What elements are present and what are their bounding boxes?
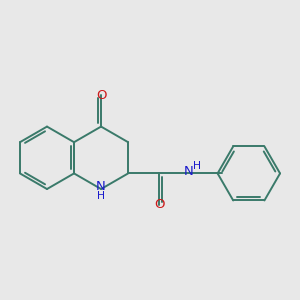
Text: N: N [184, 165, 194, 178]
Text: H: H [194, 160, 201, 171]
Text: N: N [96, 180, 106, 193]
Text: O: O [96, 89, 106, 102]
Text: H: H [97, 191, 105, 201]
Text: O: O [154, 198, 165, 211]
